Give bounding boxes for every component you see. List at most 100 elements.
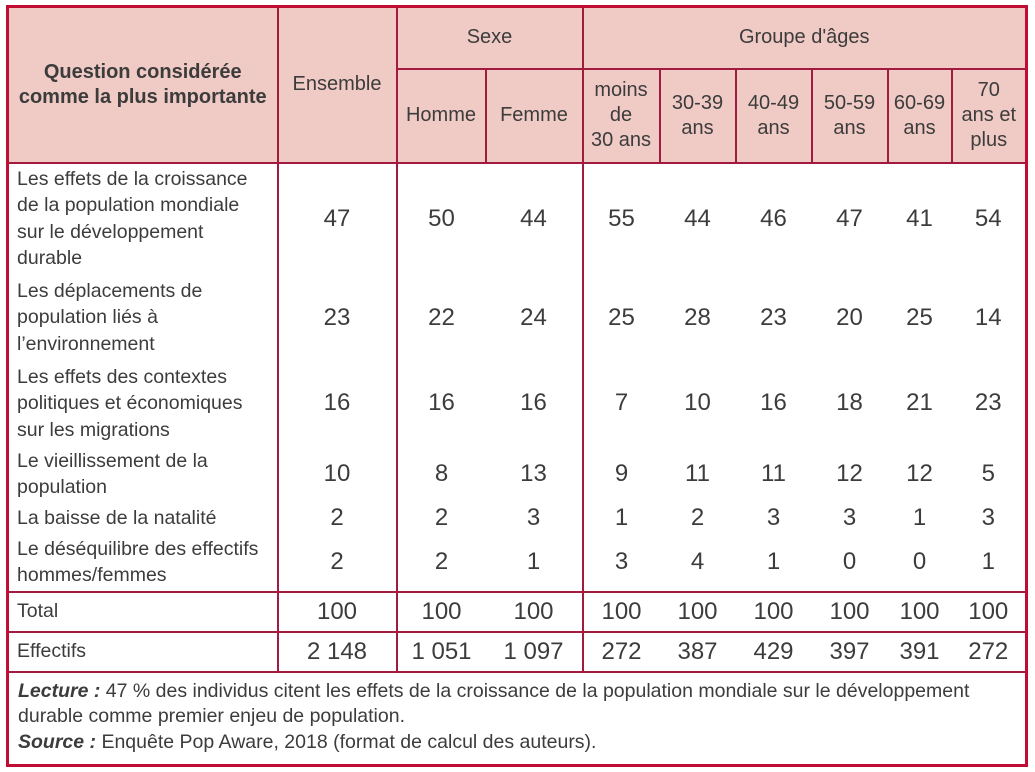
row-label: Total: [7, 590, 279, 632]
data-cell: 22: [428, 303, 455, 331]
column-group-age: Groupe d'âges: [581, 5, 1028, 70]
data-cell: 3: [842, 504, 857, 532]
data-cell: 46: [760, 204, 787, 232]
data-cell: 100: [396, 590, 486, 632]
data-cell: 3: [981, 504, 995, 532]
data-cell: 100: [951, 590, 1027, 632]
data-cell: 20: [836, 303, 863, 331]
data-cell: 21: [906, 389, 933, 417]
data-cell: 12: [906, 460, 933, 488]
data-cell: 2 148: [277, 630, 398, 672]
column-header-ensemble: Ensemble: [276, 5, 398, 164]
column-header-40-49: 40-49 ans: [734, 67, 813, 164]
source-note-text: Enquête Pop Aware, 2018 (format de calcu…: [96, 731, 597, 754]
data-cell: 100: [582, 590, 660, 632]
data-cell: 25: [608, 303, 635, 331]
notes-row: Lecture : 47 % des individus citent les …: [7, 670, 1027, 766]
data-cell: 18: [836, 389, 863, 417]
data-cell: 2: [277, 533, 398, 592]
data-cell: 47: [836, 204, 863, 232]
data-cell: 7: [614, 389, 629, 417]
column-header-homme: Homme: [395, 67, 487, 164]
data-cell: 3: [614, 548, 629, 576]
data-cell: 54: [974, 204, 1002, 232]
column-header-70-plus: 70 ans et plus: [950, 67, 1028, 164]
column-header-30-39: 30-39 ans: [658, 67, 737, 164]
row-label: Les effets de la croissance de la popula…: [7, 162, 279, 274]
row-label: Les déplacements de population liés à l’…: [7, 273, 279, 362]
data-cell: 387: [659, 630, 736, 672]
data-cell: 10: [684, 389, 711, 417]
effectifs-row: Effectifs 2 148 1 051 1 097 272 387 429 …: [7, 630, 1027, 672]
row-label: Le déséquilibre des effectifs hommes/fem…: [7, 533, 279, 592]
row-label: La baisse de la natalité: [7, 503, 279, 534]
data-cell: 429: [735, 630, 812, 672]
row-label: Effectifs: [7, 630, 279, 672]
column-group-sexe: Sexe: [395, 5, 584, 70]
lecture-note: Lecture : 47 % des individus citent les …: [18, 679, 1015, 730]
data-cell: 14: [974, 303, 1002, 331]
table-row: Les déplacements de population liés à l’…: [7, 273, 1027, 362]
data-cell: 0: [842, 548, 857, 576]
data-cell: 4: [690, 548, 705, 576]
data-cell: 44: [684, 204, 711, 232]
source-note-label: Source :: [18, 731, 97, 754]
data-cell: 23: [277, 273, 398, 362]
data-cell: 10: [277, 445, 398, 504]
data-cell: 13: [485, 445, 584, 504]
data-cell: 100: [811, 590, 888, 632]
table-row: Les effets de la croissance de la popula…: [7, 162, 1027, 274]
header-row-groups: Question considérée comme la plus import…: [6, 5, 1028, 164]
lecture-note-text: 47 % des individus citent les effets de …: [18, 679, 970, 728]
lecture-note-label: Lecture :: [18, 679, 101, 702]
data-cell: 397: [811, 630, 888, 672]
data-cell: 100: [277, 590, 398, 632]
row-label: Les effets des contextes politiques et é…: [7, 361, 279, 446]
data-cell: 2: [690, 504, 705, 532]
data-cell: 3: [485, 503, 584, 534]
total-row: Total 100 100 100 100 100 100 100 100 10…: [7, 590, 1027, 632]
data-cell: 23: [760, 303, 787, 331]
data-cell: 23: [974, 389, 1002, 417]
data-cell: 100: [735, 590, 812, 632]
data-cell: 24: [485, 273, 584, 362]
data-cell: 2: [277, 503, 398, 534]
data-cell: 2: [434, 548, 449, 576]
data-cell: 16: [428, 389, 455, 417]
table-row: Les effets des contextes politiques et é…: [7, 361, 1027, 446]
population-priorities-table: Question considérée comme la plus import…: [6, 5, 1029, 767]
data-cell: 5: [981, 460, 995, 488]
data-cell: 272: [951, 630, 1027, 672]
data-cell: 1 051: [396, 630, 486, 672]
data-cell: 1 097: [485, 630, 584, 672]
data-cell: 1: [912, 504, 927, 532]
data-cell: 41: [906, 204, 933, 232]
data-cell: 1: [766, 548, 781, 576]
data-cell: 272: [582, 630, 660, 672]
data-cell: 8: [434, 460, 449, 488]
data-cell: 100: [659, 590, 736, 632]
row-label: Le vieillissement de la population: [7, 445, 279, 504]
data-cell: 1: [485, 533, 584, 592]
data-cell: 12: [836, 460, 863, 488]
table-row: Le vieillissement de la population 10 8 …: [7, 445, 1027, 504]
data-cell: 3: [766, 504, 781, 532]
table-row: Le déséquilibre des effectifs hommes/fem…: [7, 533, 1027, 592]
data-cell: 100: [887, 590, 952, 632]
data-cell: 16: [485, 361, 584, 446]
header-row-subcolumns: Homme Femme moins de 30 ans 30-39 ans 40…: [8, 67, 1028, 164]
column-header-femme: Femme: [484, 67, 584, 164]
source-note: Source : Enquête Pop Aware, 2018 (format…: [18, 730, 1015, 756]
data-cell: 2: [434, 504, 449, 532]
data-cell: 100: [485, 590, 584, 632]
data-cell: 0: [912, 548, 927, 576]
data-cell: 55: [608, 204, 635, 232]
data-cell: 9: [614, 460, 629, 488]
data-cell: 16: [277, 361, 398, 446]
data-cell: 16: [760, 389, 787, 417]
table-row: La baisse de la natalité 2 2 3 1 2 3 3 1…: [7, 503, 1027, 534]
data-cell: 11: [761, 460, 786, 488]
column-header-50-59: 50-59 ans: [810, 67, 889, 164]
data-cell: 25: [906, 303, 933, 331]
